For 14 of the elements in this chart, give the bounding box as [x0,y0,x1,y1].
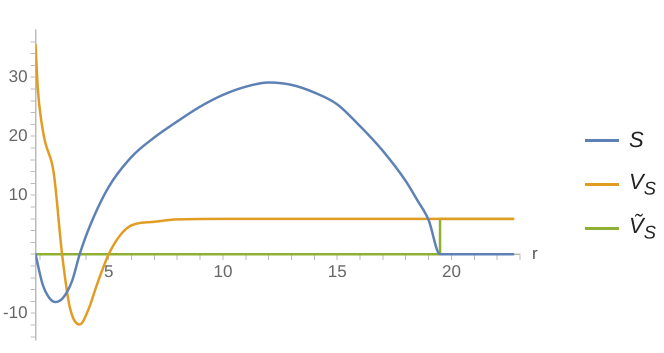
line-series [36,81,514,304]
x-tick-label: 10 [213,262,232,282]
y-tick-label: 30 [8,66,28,86]
legend-label: V$_{S}$ [629,168,656,200]
legend-label: Ṽ$_{S}$ [629,212,656,244]
x-tick-label: 15 [328,262,347,282]
y-tick-label: -10 [2,302,28,322]
x-axis-title: r [532,244,538,263]
x-tick-label: 5 [104,262,114,282]
x-tick-label: 20 [442,262,461,282]
y-tick-label: 10 [8,184,28,204]
line-series [36,44,514,326]
y-tick-label: 20 [8,126,28,145]
legend-label: S [629,127,644,153]
